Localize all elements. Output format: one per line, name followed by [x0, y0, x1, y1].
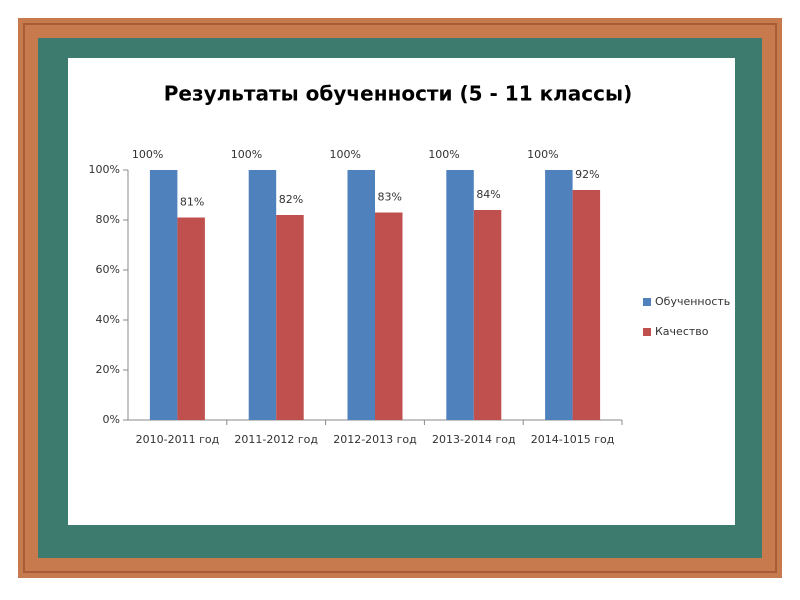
y-tick-label: 40%	[96, 313, 120, 326]
data-label: 84%	[476, 188, 500, 201]
bar	[276, 215, 304, 420]
data-label: 100%	[231, 148, 262, 161]
x-tick-label: 2011-2012 год	[234, 433, 318, 446]
bar	[446, 170, 474, 420]
bar	[177, 217, 205, 420]
legend-swatch	[643, 298, 651, 306]
data-label: 82%	[279, 193, 303, 206]
bar	[572, 190, 601, 420]
frame-edge	[23, 23, 777, 573]
bar	[375, 212, 403, 420]
x-tick-label: 2010-2011 год	[136, 433, 220, 446]
data-label: 83%	[378, 191, 402, 204]
data-label: 100%	[132, 148, 163, 161]
bar	[473, 210, 502, 420]
bar	[248, 170, 277, 420]
y-tick-label: 0%	[103, 413, 120, 426]
data-label: 81%	[180, 196, 204, 209]
bar	[149, 170, 178, 420]
data-label: 100%	[527, 148, 558, 161]
y-tick-label: 20%	[96, 363, 120, 376]
y-tick-label: 60%	[96, 263, 120, 276]
legend-swatch	[643, 328, 651, 336]
data-label: 100%	[428, 148, 459, 161]
y-tick-label: 80%	[96, 213, 120, 226]
y-tick-label: 100%	[89, 163, 120, 176]
bar	[545, 170, 573, 420]
data-label: 92%	[575, 168, 599, 181]
legend-label: Обученность	[655, 295, 730, 308]
legend-label: Качество	[655, 325, 709, 338]
data-label: 100%	[330, 148, 361, 161]
x-tick-label: 2012-2013 год	[333, 433, 417, 446]
bar	[347, 170, 375, 420]
chart-title: Результаты обученности (5 - 11 классы)	[164, 82, 632, 106]
x-tick-label: 2013-2014 год	[432, 433, 516, 446]
x-tick-label: 2014-1015 год	[531, 433, 615, 446]
